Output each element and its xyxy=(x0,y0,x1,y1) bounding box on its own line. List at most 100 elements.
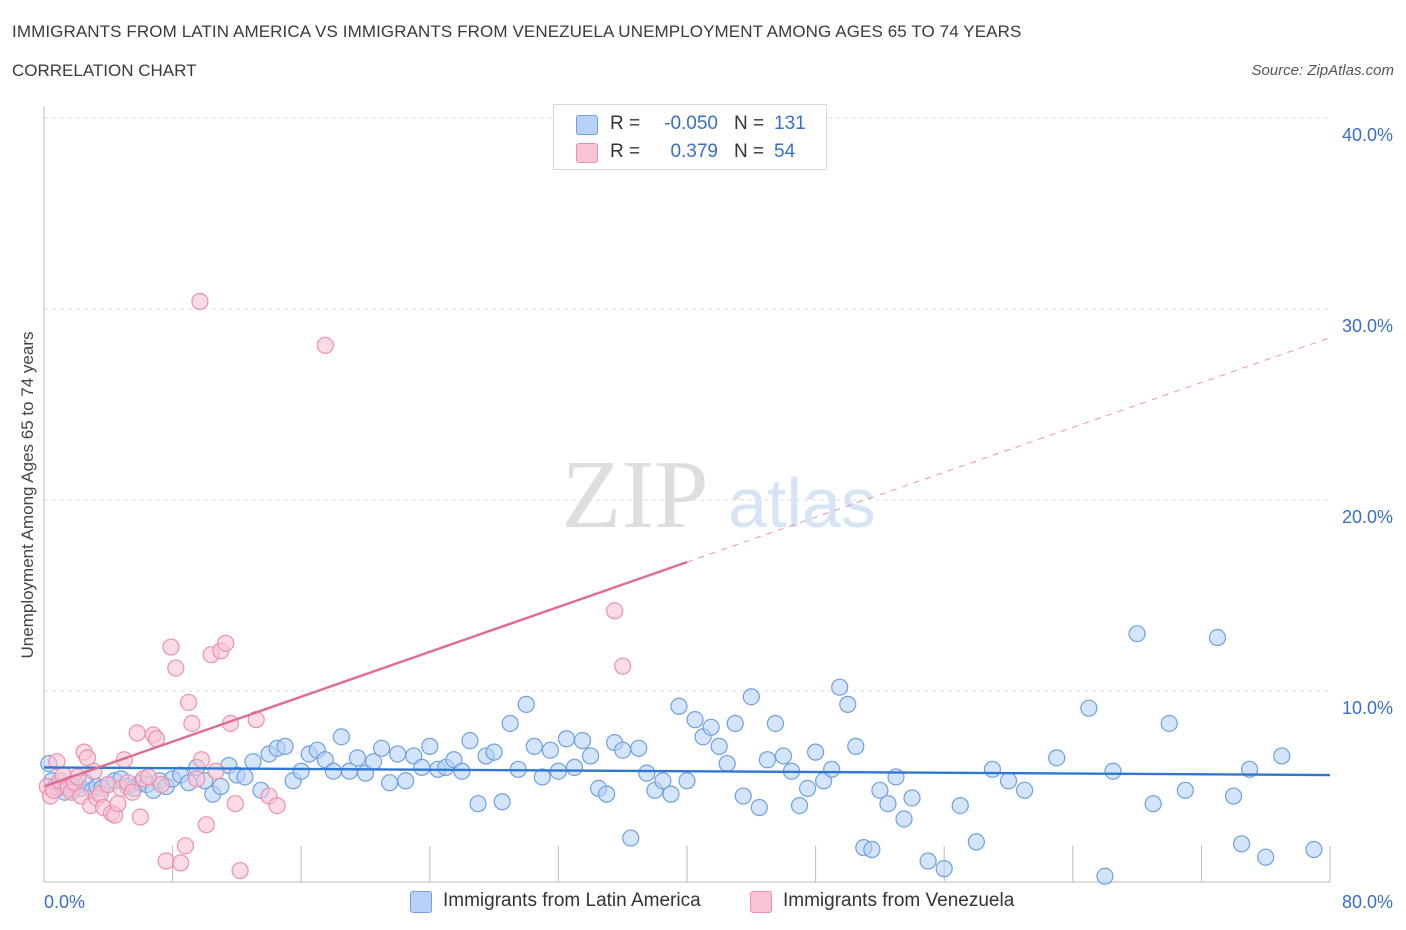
legend-n-label: N = xyxy=(734,113,765,134)
y-axis-label: Unemployment Among Ages 65 to 74 years xyxy=(18,331,37,659)
point-latin-america xyxy=(999,772,1018,790)
grid-lines xyxy=(44,117,1330,692)
trend-line-venezuela-extension xyxy=(686,337,1331,563)
point-latin-america xyxy=(750,798,768,817)
point-latin-america xyxy=(1208,628,1227,647)
point-latin-america xyxy=(244,753,262,771)
point-latin-america xyxy=(565,758,584,777)
point-latin-america xyxy=(525,737,543,755)
point-latin-america xyxy=(718,754,736,773)
point-latin-america xyxy=(734,787,752,805)
point-latin-america xyxy=(1096,867,1114,885)
point-latin-america xyxy=(686,711,704,729)
point-latin-america xyxy=(598,785,616,803)
point-latin-america xyxy=(541,741,559,759)
point-latin-america xyxy=(742,688,760,706)
point-latin-america xyxy=(983,760,1002,778)
trend-line-venezuela xyxy=(43,560,688,788)
legend-swatch-blue xyxy=(576,115,598,135)
legend-n-value: 54 xyxy=(774,141,796,162)
point-latin-america xyxy=(951,796,969,815)
point-latin-america xyxy=(324,762,342,780)
watermark: ZIP atlas xyxy=(562,441,876,549)
point-venezuela xyxy=(191,292,209,310)
point-latin-america xyxy=(1176,781,1194,799)
legend-n-label: N = xyxy=(734,141,765,162)
y-tick-label: 40.0% xyxy=(1342,125,1393,145)
point-latin-america xyxy=(421,737,439,755)
point-venezuela xyxy=(316,336,334,354)
point-latin-america xyxy=(236,768,254,786)
point-latin-america xyxy=(726,714,744,733)
point-venezuela xyxy=(152,775,170,794)
point-latin-america xyxy=(1104,762,1122,780)
watermark-atlas: atlas xyxy=(728,464,876,542)
point-venezuela xyxy=(614,657,632,675)
point-latin-america xyxy=(798,779,817,798)
point-latin-america xyxy=(1144,795,1162,813)
point-venezuela xyxy=(167,659,185,677)
legend-r-label: R = xyxy=(610,141,641,162)
point-latin-america xyxy=(758,751,776,769)
point-latin-america xyxy=(790,796,809,815)
point-latin-america xyxy=(919,852,937,870)
point-latin-america xyxy=(348,749,367,767)
point-latin-america xyxy=(1224,787,1243,805)
point-latin-america xyxy=(1232,835,1251,853)
point-latin-america xyxy=(517,695,535,713)
point-latin-america xyxy=(581,747,600,765)
source-credit: Source: ZipAtlas.com xyxy=(1251,62,1394,79)
point-venezuela xyxy=(226,795,244,813)
point-latin-america xyxy=(397,772,415,790)
y-tick-label: 20.0% xyxy=(1342,507,1393,527)
y-tick-label: 10.0% xyxy=(1342,698,1393,718)
point-venezuela xyxy=(188,770,206,788)
point-latin-america xyxy=(501,714,519,733)
axes xyxy=(43,106,1331,883)
point-venezuela xyxy=(268,796,286,815)
point-venezuela xyxy=(128,724,146,742)
point-latin-america xyxy=(389,745,407,763)
chart-subtitle: CORRELATION CHART xyxy=(12,61,197,80)
point-latin-america xyxy=(879,795,897,813)
point-latin-america xyxy=(1305,840,1323,859)
point-latin-america xyxy=(702,718,720,736)
legend-r-label: R = xyxy=(610,113,641,134)
point-latin-america xyxy=(469,795,487,813)
point-latin-america xyxy=(1080,699,1098,717)
point-latin-america xyxy=(831,678,849,696)
point-latin-america xyxy=(847,737,865,755)
legend-r-value: 0.379 xyxy=(670,141,718,162)
point-latin-america xyxy=(1241,760,1259,778)
point-latin-america xyxy=(276,737,294,755)
x-tick-label: 0.0% xyxy=(44,892,85,912)
point-latin-america xyxy=(413,758,431,777)
point-latin-america xyxy=(622,829,640,847)
bottom-legend-swatch-pink xyxy=(750,891,772,913)
point-latin-america xyxy=(1273,747,1291,765)
trend-lines xyxy=(43,337,1331,788)
point-venezuela xyxy=(157,852,175,870)
point-venezuela xyxy=(123,783,142,801)
point-latin-america xyxy=(895,810,913,828)
point-latin-america xyxy=(533,768,551,786)
bottom-legend-swatch-blue xyxy=(410,891,432,913)
point-latin-america xyxy=(630,739,648,757)
point-venezuela xyxy=(183,714,201,733)
point-latin-america xyxy=(654,772,672,790)
point-latin-america xyxy=(453,762,471,780)
point-venezuela xyxy=(197,816,215,834)
point-latin-america xyxy=(461,732,479,750)
trend-line-latin-america xyxy=(43,766,1331,777)
point-latin-america xyxy=(573,732,592,750)
point-latin-america xyxy=(839,695,857,713)
point-latin-america xyxy=(1128,625,1146,643)
point-latin-america xyxy=(1257,848,1275,866)
point-latin-america xyxy=(1160,714,1178,733)
point-latin-america xyxy=(766,714,785,733)
point-latin-america xyxy=(678,772,696,790)
point-venezuela xyxy=(207,762,225,780)
point-venezuela xyxy=(231,861,249,880)
bottom-legend-label: Immigrants from Venezuela xyxy=(783,890,1015,911)
